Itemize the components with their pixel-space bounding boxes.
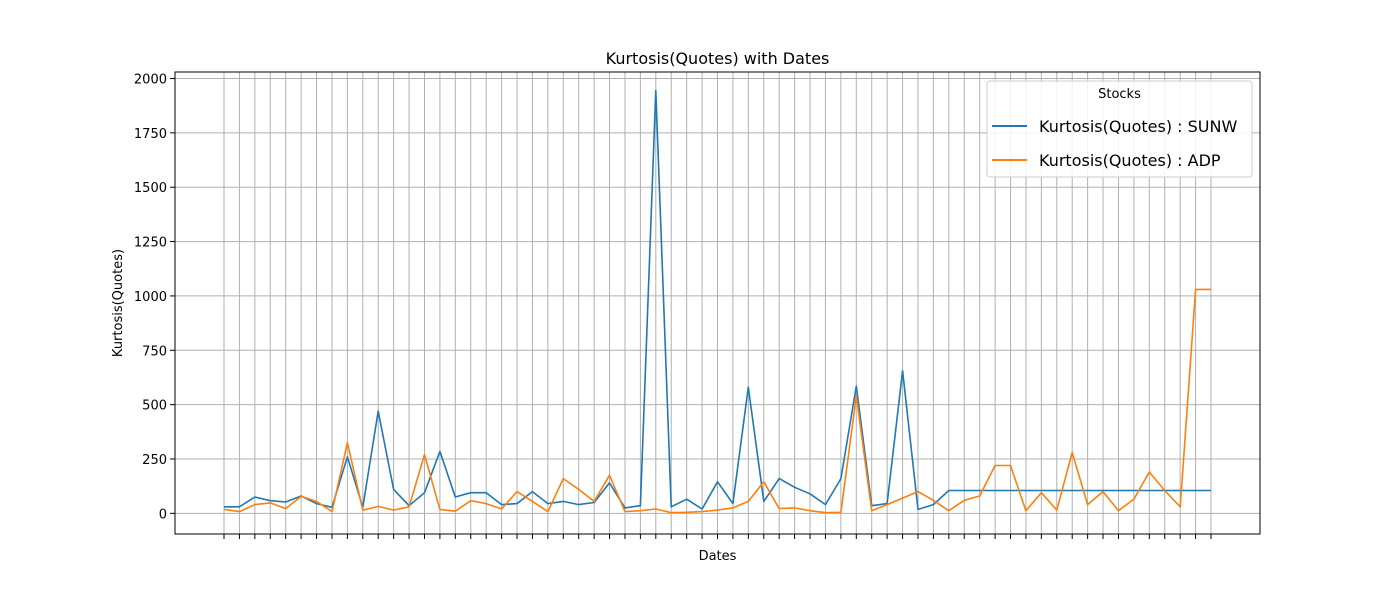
y-tick-label: 1750 bbox=[134, 127, 167, 142]
series-lines bbox=[223, 89, 1211, 514]
y-axis: 0 250 500 750 1000 1250 1500 1750 2000 bbox=[134, 73, 175, 522]
legend-label-1: Kurtosis(Quotes) : ADP bbox=[1039, 151, 1221, 170]
y-tick-label: 1000 bbox=[134, 290, 167, 305]
chart-title: Kurtosis(Quotes) with Dates bbox=[606, 49, 830, 68]
y-tick-label: 500 bbox=[142, 399, 167, 414]
series-line-0 bbox=[224, 89, 1211, 511]
legend-label-0: Kurtosis(Quotes) : SUNW bbox=[1039, 117, 1237, 136]
series-line-1 bbox=[223, 288, 1211, 514]
x-axis-title: Dates bbox=[699, 549, 737, 564]
y-tick-label: 2000 bbox=[134, 73, 167, 88]
y-tick-label: 250 bbox=[142, 453, 167, 468]
y-tick-label: 750 bbox=[142, 344, 167, 359]
y-tick-label: 1500 bbox=[134, 181, 167, 196]
y-axis-title: Kurtosis(Quotes) bbox=[111, 249, 126, 357]
x-axis bbox=[223, 534, 1212, 539]
legend: Stocks Kurtosis(Quotes) : SUNWKurtosis(Q… bbox=[986, 80, 1253, 178]
legend-items: Kurtosis(Quotes) : SUNW Kurtosis(Quotes) … bbox=[992, 117, 1237, 170]
y-tick-label: 0 bbox=[159, 507, 167, 522]
y-tick-label: 1250 bbox=[134, 236, 167, 251]
legend-box bbox=[986, 80, 1253, 178]
legend-title: Stocks bbox=[1098, 87, 1141, 102]
